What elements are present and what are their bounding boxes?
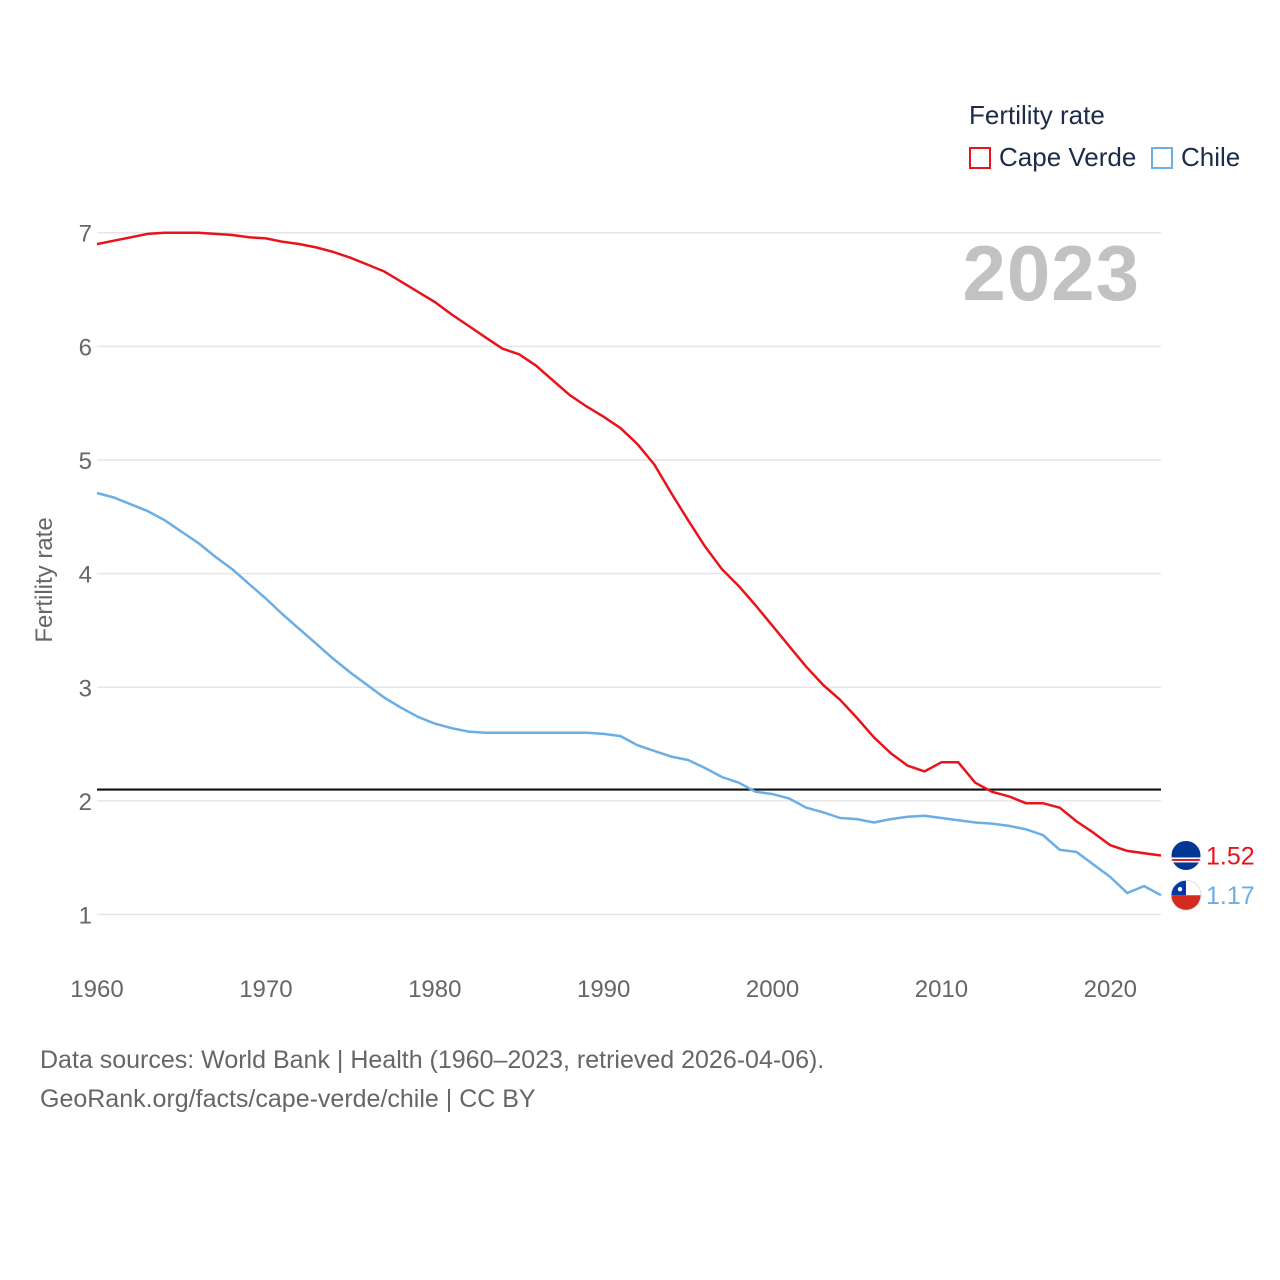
series-lines [96,231,1162,897]
y-tick-label-3: 3 [79,675,92,702]
source-line-1: Data sources: World Bank | Health (1960–… [40,1046,825,1074]
x-tick-label-2000: 2000 [746,976,799,1003]
y-tick-label-6: 6 [79,334,92,361]
end-label-cape-verde: 1.52 [1206,842,1255,870]
x-tick-label-1990: 1990 [577,976,630,1003]
x-tick-label-1980: 1980 [408,976,461,1003]
end-label-chile: 1.17 [1206,882,1255,910]
axis-tick-labels: 1 2 3 4 5 6 7 1960 1970 1980 1990 2000 2010 2020 [70,221,1137,1003]
chile-flag-icon [1170,879,1202,911]
flag-star [1177,887,1183,892]
year-label: 2023 [962,229,1140,317]
chile-swatch [1151,146,1173,169]
end-markers: 1.52 1.17 [1170,839,1255,911]
flag-border [1170,839,1202,871]
x-tick-label-1970: 1970 [239,976,292,1003]
series-line-chile [96,491,1162,897]
legend-item-chile[interactable]: Chile [1151,142,1240,173]
flag-red-band [1171,858,1201,861]
x-tick-label-2020: 2020 [1084,976,1137,1003]
flag-field [1171,840,1201,871]
y-tick-label-7: 7 [79,221,92,248]
legend-label-chile: Chile [1181,142,1241,172]
y-tick-label-2: 2 [79,789,92,816]
flag-red-half [1171,895,1201,911]
y-tick-label-1: 1 [79,903,92,930]
series-line-cape-verde [96,231,1162,857]
x-tick-label-1960: 1960 [70,976,123,1003]
legend-item-cape-verde[interactable]: Cape Verde [969,142,1136,173]
legend-title: Fertility rate [969,100,1105,130]
y-tick-label-4: 4 [79,562,92,589]
grid-lines [97,231,1161,916]
x-tick-label-2010: 2010 [915,976,968,1003]
cape-verde-swatch [969,146,991,169]
cape-verde-flag-icon [1170,839,1202,871]
y-axis-label: Fertility rate [31,517,58,642]
legend-label-cape-verde: Cape Verde [999,142,1137,172]
y-tick-label-5: 5 [79,448,92,475]
flag-border [1170,879,1202,911]
source-line-2: GeoRank.org/facts/cape-verde/chile | CC … [40,1085,536,1113]
